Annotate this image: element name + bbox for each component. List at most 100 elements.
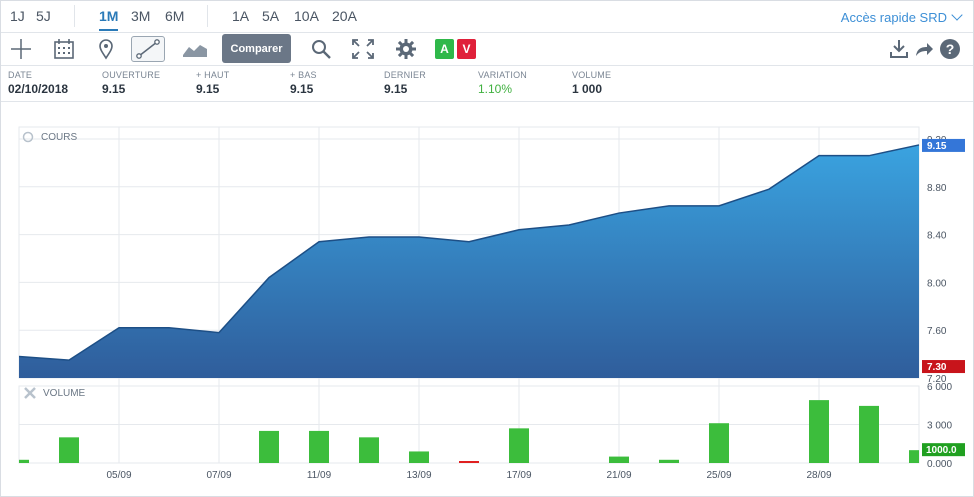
trendline-icon <box>136 39 160 59</box>
chart-titles: COURS VOLUME <box>22 131 86 399</box>
info-label: OUVERTURE <box>102 70 161 80</box>
settings-tool[interactable] <box>391 36 421 62</box>
x-tick-label: 28/09 <box>806 470 831 481</box>
crosshair-tool[interactable] <box>6 36 36 62</box>
volume-bar <box>859 405 879 463</box>
search-icon <box>312 40 331 59</box>
min-price-badge <box>922 360 965 374</box>
price-area <box>19 144 919 378</box>
period-1j-button[interactable]: 1J <box>10 8 25 24</box>
volume-bar <box>59 437 79 463</box>
price-tick-label: 7.60 <box>927 326 947 337</box>
min-price-label: 7.30 <box>927 362 947 373</box>
map-pin-icon <box>99 39 113 60</box>
volume-pane-title: VOLUME <box>43 388 86 399</box>
period-6m-button[interactable]: 6M <box>165 8 185 24</box>
info-date: DATE 02/10/2018 <box>8 70 68 96</box>
volume-bar <box>509 428 529 463</box>
calendar-icon <box>54 39 74 59</box>
info-low: + BAS 9.15 <box>290 70 317 96</box>
info-label: + HAUT <box>196 70 230 80</box>
calendar-tool[interactable] <box>49 36 79 62</box>
period-1a-button[interactable]: 1A <box>232 8 250 24</box>
buy-button[interactable]: A <box>435 39 454 59</box>
volume-bar <box>459 461 479 463</box>
marker-tool[interactable] <box>91 36 121 62</box>
info-label: VOLUME <box>572 70 612 80</box>
volume-bar <box>609 456 629 463</box>
last-price-label: 9.15 <box>927 141 947 152</box>
period-1m-button[interactable]: 1M <box>99 8 119 31</box>
info-value: 9.15 <box>384 82 408 96</box>
download-icon <box>890 40 908 58</box>
volume-bar <box>309 430 329 463</box>
period-20a-button[interactable]: 20A <box>332 8 357 24</box>
price-tick-label: 8.80 <box>927 183 947 194</box>
info-value: 9.15 <box>290 82 314 96</box>
close-volume-icon[interactable] <box>24 387 36 399</box>
chart-type-tool[interactable] <box>179 36 211 62</box>
x-tick-label: 11/09 <box>307 470 332 481</box>
period-10a-button[interactable]: 10A <box>294 8 319 24</box>
zoom-tool[interactable] <box>306 36 336 62</box>
chart-toolbar: Comparer A V ? <box>1 33 973 66</box>
info-label: DERNIER <box>384 70 426 80</box>
info-label: DATE <box>8 70 33 80</box>
info-open: OUVERTURE 9.15 <box>102 70 160 96</box>
period-separator <box>207 5 208 27</box>
info-label: VARIATION <box>478 70 527 80</box>
price-tick-label: 8.00 <box>927 278 947 289</box>
chevron-down-icon <box>951 9 963 21</box>
trendline-tool[interactable] <box>131 36 165 62</box>
crosshair-icon <box>11 39 31 59</box>
info-value: 1.10% <box>478 82 513 96</box>
volume-bar <box>709 423 729 463</box>
sell-button[interactable]: V <box>457 39 476 59</box>
x-tick-label: 21/09 <box>606 470 631 481</box>
volume-bar <box>19 459 29 463</box>
help-icon: ? <box>940 39 960 59</box>
share-arrow-icon <box>916 43 933 56</box>
volume-tick-label: 6 000 <box>927 382 952 393</box>
price-pane-title: COURS <box>41 132 77 143</box>
info-volume: VOLUME 1 000 <box>572 70 611 96</box>
period-bar: 1J 5J 1M 3M 6M 1A 5A 10A 20A Accès rapid… <box>1 1 973 33</box>
info-value: 1 000 <box>572 82 603 96</box>
volume-tick-label: 0.000 <box>927 459 952 470</box>
quote-info-bar: DATE 02/10/2018 OUVERTURE 9.15 + HAUT 9.… <box>1 67 973 102</box>
info-high: + HAUT 9.15 <box>196 70 229 96</box>
help-tool[interactable]: ? <box>935 36 965 62</box>
svg-text:?: ? <box>946 41 955 57</box>
period-separator <box>74 5 75 27</box>
gear-icon <box>396 39 416 59</box>
volume-bar <box>809 400 829 463</box>
period-3m-button[interactable]: 3M <box>131 8 151 24</box>
period-5a-button[interactable]: 5A <box>262 8 280 24</box>
volume-bar <box>909 450 919 463</box>
info-label: + BAS <box>290 70 317 80</box>
price-area-series <box>18 144 920 378</box>
period-5j-button[interactable]: 5J <box>36 8 51 24</box>
info-variation: VARIATION 1.10% <box>478 70 527 96</box>
expand-icon <box>352 39 374 59</box>
x-tick-label: 07/09 <box>206 470 231 481</box>
last-volume-label: 1000.0 <box>926 445 957 456</box>
price-tick-label: 8.40 <box>927 231 947 242</box>
quick-access-dropdown[interactable]: Accès rapide SRD <box>841 9 963 25</box>
last-price-badge <box>922 138 965 152</box>
volume-bar <box>659 459 679 463</box>
volume-bar <box>259 430 279 463</box>
volume-bar <box>409 451 429 463</box>
area-chart-icon <box>183 45 207 57</box>
fullscreen-tool[interactable] <box>348 36 378 62</box>
download-tool[interactable] <box>884 36 914 62</box>
share-tool[interactable] <box>909 36 939 62</box>
compare-button[interactable]: Comparer <box>222 34 291 63</box>
settings-small-icon[interactable] <box>22 131 34 143</box>
x-tick-label: 05/09 <box>106 470 131 481</box>
price-tick-label: 7.20 <box>927 374 947 385</box>
x-tick-label: 13/09 <box>406 470 431 481</box>
info-value: 02/10/2018 <box>8 82 69 96</box>
